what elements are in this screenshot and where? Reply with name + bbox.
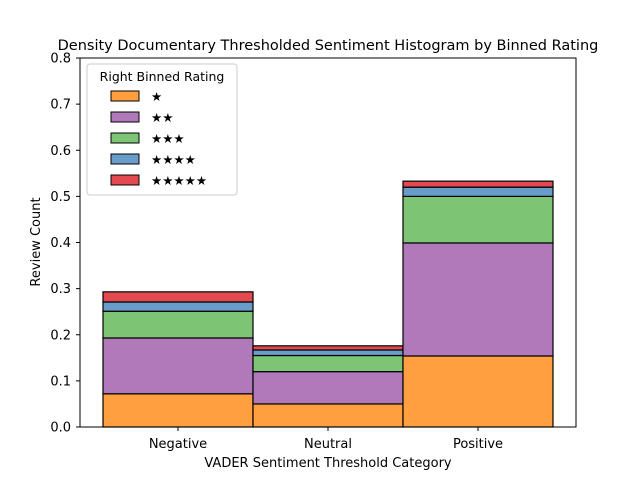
- y-axis-label: Review Count: [29, 197, 44, 286]
- y-tick-label: 0.1: [50, 374, 71, 389]
- bar-segment-positive-series-3: [402, 195, 554, 244]
- y-tick-label: 0.7: [50, 98, 71, 113]
- y-tick-label: 0.6: [50, 144, 71, 159]
- legend-label: ★★★: [151, 131, 185, 146]
- bar-segment-positive-series-2: [402, 242, 554, 357]
- x-tick-label: Negative: [149, 437, 207, 452]
- y-tick-label: 0.8: [50, 52, 71, 67]
- y-tick-label: 0.4: [50, 236, 71, 251]
- legend-swatch: [110, 174, 140, 186]
- y-tick-label: 0.5: [50, 190, 71, 205]
- x-axis: Negative Neutral Positive: [149, 427, 503, 452]
- bar-segment-neutral-series-4: [252, 349, 404, 357]
- legend-entries: ★★★★★★★★★★★★★★★: [110, 89, 207, 188]
- bar-segment-negative-series-1: [102, 393, 254, 428]
- y-axis: 0.0 0.1 0.2 0.3 0.4 0.5 0.6 0.7 0.8: [50, 52, 80, 436]
- legend-title: Right Binned Rating: [100, 69, 225, 84]
- bar-segment-negative-series-5: [102, 291, 254, 303]
- bars-layer: [102, 180, 554, 428]
- bar-segment-positive-series-4: [402, 186, 554, 197]
- legend-label: ★★★★: [151, 152, 196, 167]
- legend-label: ★: [151, 89, 162, 104]
- bar-segment-positive-series-1: [402, 355, 554, 428]
- bar-segment-positive-series-5: [402, 180, 554, 188]
- x-axis-label: VADER Sentiment Threshold Category: [204, 456, 452, 471]
- bar-segment-neutral-series-3: [252, 354, 404, 373]
- legend-label: ★★★★★: [151, 173, 207, 188]
- y-tick-label: 0.3: [50, 282, 71, 297]
- y-tick-label: 0.0: [50, 421, 71, 436]
- legend: Right Binned Rating ★★★★★★★★★★★★★★★: [86, 63, 238, 196]
- legend-swatch: [110, 153, 140, 165]
- bar-segment-neutral-series-2: [252, 371, 404, 405]
- legend-swatch: [110, 132, 140, 144]
- legend-swatch: [110, 111, 140, 123]
- bar-segment-negative-series-4: [102, 301, 254, 312]
- x-tick-label: Positive: [453, 437, 503, 452]
- chart-title: Density Documentary Thresholded Sentimen…: [58, 38, 599, 54]
- y-tick-label: 0.2: [50, 328, 71, 343]
- bar-segment-neutral-series-1: [252, 403, 404, 428]
- legend-label: ★★: [151, 110, 173, 125]
- legend-swatch: [110, 90, 140, 102]
- bar-segment-negative-series-2: [102, 337, 254, 395]
- bar-segment-neutral-series-5: [252, 345, 404, 351]
- bar-segment-negative-series-3: [102, 310, 254, 339]
- x-tick-label: Neutral: [304, 437, 352, 452]
